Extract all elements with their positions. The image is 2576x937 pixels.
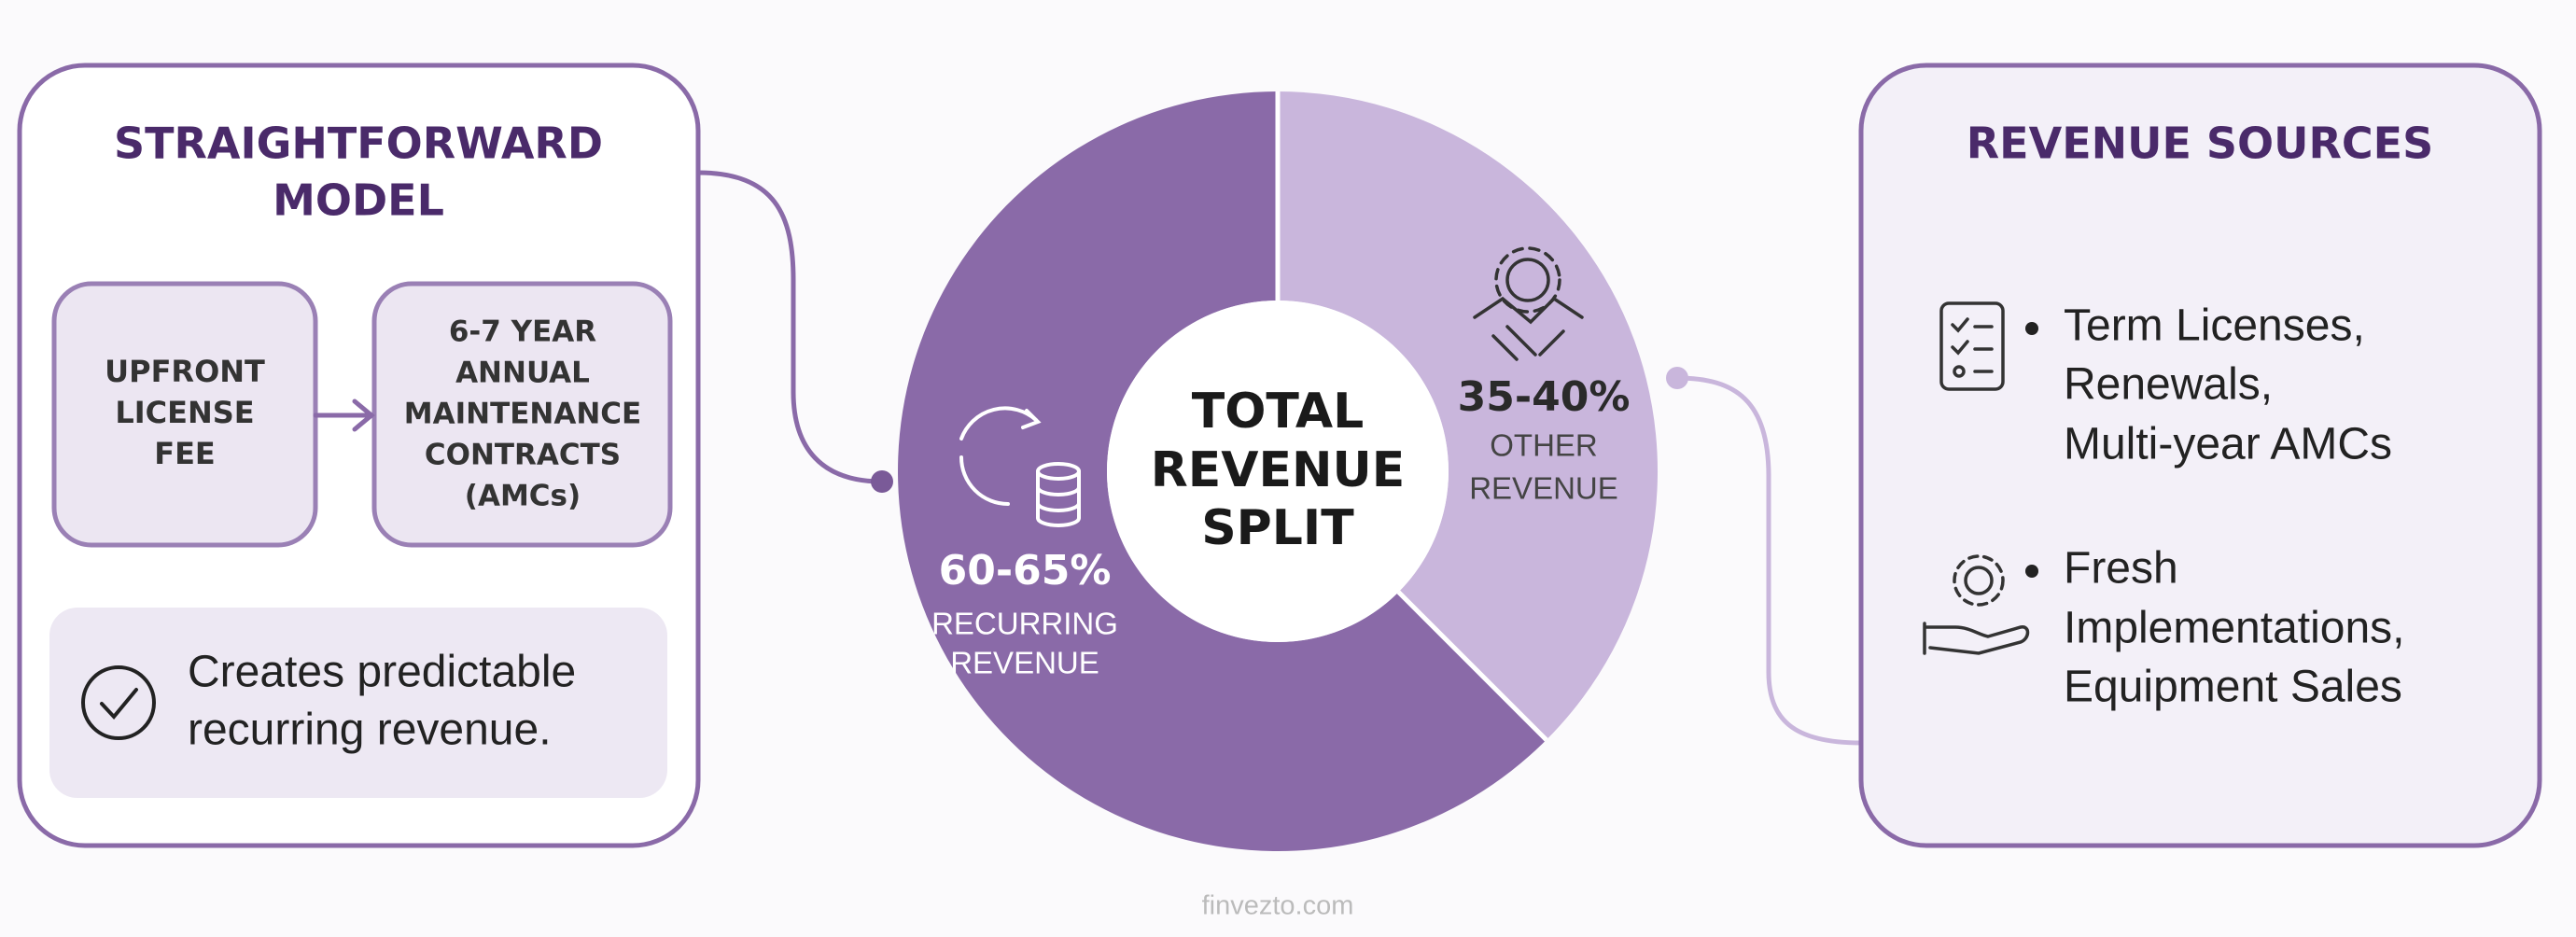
icon-stroke xyxy=(1036,469,1081,527)
check-icon xyxy=(100,688,138,720)
footer: finvezto.com xyxy=(1202,891,1354,921)
connector xyxy=(1676,375,1862,746)
note-box xyxy=(49,608,667,798)
item-text: Implementations, xyxy=(2064,604,2405,653)
panel-title: REVENUE SOURCES xyxy=(1967,119,2433,169)
icon-stroke xyxy=(1953,365,1966,378)
segment-label: REVENUE xyxy=(1469,471,1618,506)
step-text: MAINTENANCE xyxy=(404,398,641,431)
checklist-icon xyxy=(1939,301,2005,391)
icon-stroke xyxy=(1021,409,1042,429)
segment-label: RECURRING xyxy=(931,607,1118,641)
partner-icon xyxy=(1473,246,1584,361)
segment-label: OTHER xyxy=(1490,428,1598,463)
step-text: LICENSE xyxy=(115,395,254,430)
step-text: FEE xyxy=(154,436,216,471)
recurring-icon xyxy=(959,406,1081,527)
service-icon xyxy=(1923,554,2030,655)
icon-stroke xyxy=(1923,622,2030,655)
item-text: Equipment Sales xyxy=(2064,663,2402,712)
panel-title: MODEL xyxy=(273,175,444,226)
note-text: recurring revenue. xyxy=(188,706,552,755)
icon-stroke xyxy=(1951,317,1994,373)
donut-segment xyxy=(898,91,1547,852)
icon-stroke xyxy=(959,406,1038,441)
note-text: Creates predictable xyxy=(188,648,576,697)
step-text: 6-7 YEAR xyxy=(449,315,596,349)
connector-dot xyxy=(871,470,893,493)
item-text: Renewals, xyxy=(2064,360,2273,410)
bullet xyxy=(2025,565,2038,578)
icon-stroke xyxy=(1939,301,2005,391)
item-text: Term Licenses, xyxy=(2064,301,2365,351)
center-text: TOTAL xyxy=(1192,384,1365,440)
item-text: Fresh xyxy=(2064,544,2178,594)
segment-label: REVENUE xyxy=(950,646,1099,680)
right-panel xyxy=(1858,63,2542,848)
item-text: Multi-year AMCs xyxy=(2064,420,2392,469)
connector xyxy=(697,170,883,484)
donut-segment xyxy=(1278,91,1659,740)
step-text: UPFRONT xyxy=(105,354,265,389)
icon-stroke xyxy=(959,455,1010,506)
check-icon xyxy=(81,665,156,740)
icon-stroke xyxy=(1953,554,2005,607)
step-text: ANNUAL xyxy=(455,357,590,390)
center-text: REVENUE xyxy=(1151,442,1406,498)
segment-value: 35-40% xyxy=(1458,373,1631,421)
donut-hole xyxy=(1107,301,1449,642)
icon-stroke xyxy=(1473,296,1584,361)
center-text: SPLIT xyxy=(1201,500,1354,556)
segment-value: 60-65% xyxy=(939,547,1112,594)
step-text: CONTRACTS xyxy=(425,439,621,472)
arrow xyxy=(313,399,375,432)
bullet xyxy=(2025,322,2038,335)
icon-stroke xyxy=(1505,258,1550,302)
segment-divider xyxy=(1275,91,1548,742)
step-box xyxy=(371,281,673,548)
panel-title: STRAIGHTFORWARD xyxy=(114,119,603,169)
icon-stroke xyxy=(1494,246,1561,314)
icon-stroke xyxy=(1964,566,1994,595)
connector-dot xyxy=(1666,367,1688,389)
step-text: (AMCs) xyxy=(465,480,581,513)
